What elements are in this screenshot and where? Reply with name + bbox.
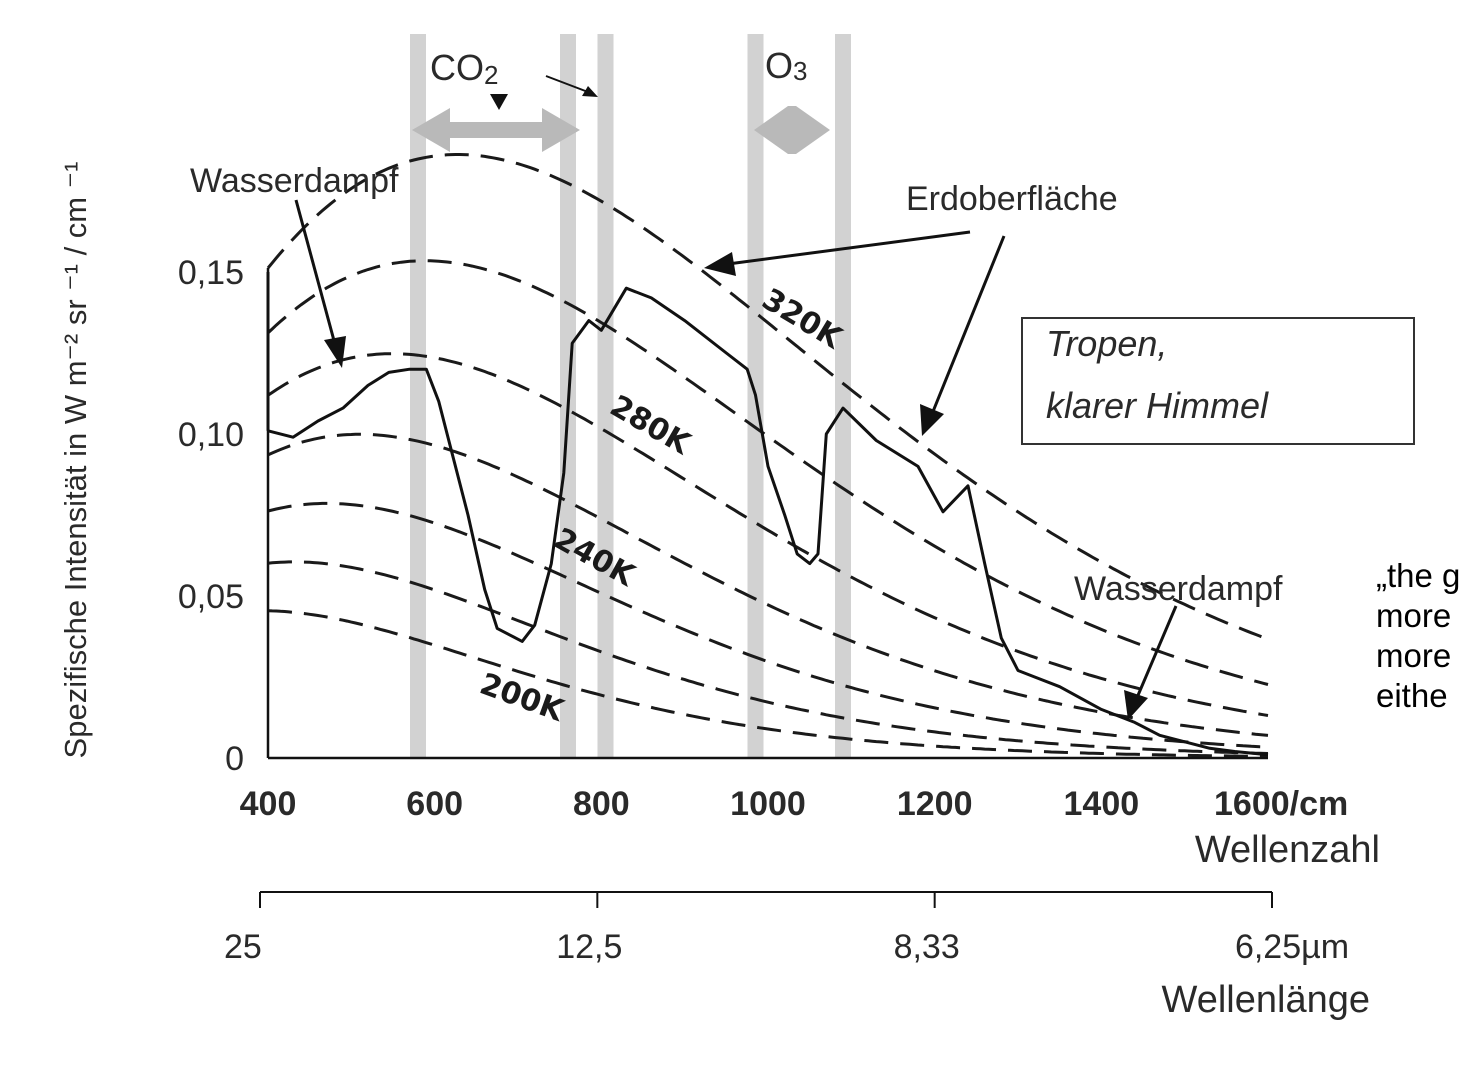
arrow-wasserdampf-left xyxy=(294,199,346,368)
legend-line-1: Tropen, xyxy=(1046,323,1167,364)
planck-curve-320k xyxy=(266,153,1269,641)
wavelength-ticks: 25 12,5 8,33 6,25µm xyxy=(224,892,1349,966)
x-tick-1000: 1000 xyxy=(730,785,806,823)
side-note-line-1: „the g xyxy=(1376,557,1460,594)
planck-curve-260k xyxy=(267,432,1269,737)
measured-spectrum-line xyxy=(267,286,1269,757)
y-tick-0-10: 0,10 xyxy=(178,416,244,454)
side-note-line-4: eithe xyxy=(1376,677,1448,714)
wavelength-tick-label-1: 12,5 xyxy=(556,928,622,966)
wavelength-tick-label-0: 25 xyxy=(224,928,262,966)
o3-band-arrow xyxy=(754,106,830,154)
y-axis-title: Spezifische Intensität in W m⁻² sr ⁻¹ / … xyxy=(58,162,93,759)
y-tick-0-15: 0,15 xyxy=(178,254,244,292)
band-line-0 xyxy=(410,34,426,758)
y-tick-labels: 0,15 0,10 0,05 0 xyxy=(178,254,244,778)
x-tick-800: 800 xyxy=(573,785,630,823)
temp-label-280k: 280K xyxy=(604,389,697,463)
legend-line-2: klarer Himmel xyxy=(1046,385,1269,426)
wavelength-axis-title: Wellenlänge xyxy=(1162,979,1370,1021)
svg-text:CO2: CO2 xyxy=(430,47,498,90)
annotation-erdoberflaeche: Erdoberfläche xyxy=(906,180,1118,218)
o3-label: O xyxy=(765,45,793,86)
wavelength-tick-label-2: 8,33 xyxy=(894,928,960,966)
annotation-wasserdampf-left: Wasserdampf xyxy=(190,162,399,200)
planck-curve-280k xyxy=(267,352,1269,717)
planck-curve-300k xyxy=(266,259,1269,686)
x-tick-1200: 1200 xyxy=(897,785,973,823)
o3-subscript: 3 xyxy=(793,56,807,86)
arrow-erdoberflaeche-1 xyxy=(704,230,971,276)
arrow-wasserdampf-right xyxy=(1124,605,1178,720)
planck-curve-220k xyxy=(267,560,1269,755)
y-tick-0-05: 0,05 xyxy=(178,578,244,616)
x-axis-title: Wellenzahl xyxy=(1195,829,1380,871)
side-note-line-3: more xyxy=(1376,637,1452,674)
arrow-erdoberflaeche-2 xyxy=(920,235,1006,436)
planck-curve-200k xyxy=(267,609,1268,758)
side-note: „the g more more eithe xyxy=(1376,556,1460,716)
co2-pointer-icon xyxy=(490,94,508,110)
x-tick-labels: 400 600 800 1000 1200 1400 xyxy=(240,785,1140,823)
wavelength-tick-label-3: 6,25µm xyxy=(1235,928,1349,966)
side-note-line-2: more xyxy=(1376,597,1452,634)
region-legend-box: Tropen, klarer Himmel xyxy=(1021,317,1415,445)
planck-curves xyxy=(266,153,1269,758)
x-unit-label: 1600/cm xyxy=(1214,785,1348,823)
band-line-2 xyxy=(597,34,614,758)
co2-subscript: 2 xyxy=(484,60,498,90)
planck-curve-240k xyxy=(267,501,1269,749)
x-tick-600: 600 xyxy=(406,785,463,823)
co2-side-arrow xyxy=(545,75,598,97)
temp-label-200k: 200K xyxy=(475,667,569,730)
annotation-wasserdampf-right: Wasserdampf xyxy=(1074,570,1283,608)
co2-label: CO xyxy=(430,47,484,88)
svg-text:O3: O3 xyxy=(765,45,807,86)
band-line-4 xyxy=(835,34,851,758)
x-tick-400: 400 xyxy=(240,785,297,823)
x-tick-1400: 1400 xyxy=(1064,785,1140,823)
co2-band-arrow xyxy=(412,108,580,152)
y-tick-0: 0 xyxy=(225,740,244,778)
